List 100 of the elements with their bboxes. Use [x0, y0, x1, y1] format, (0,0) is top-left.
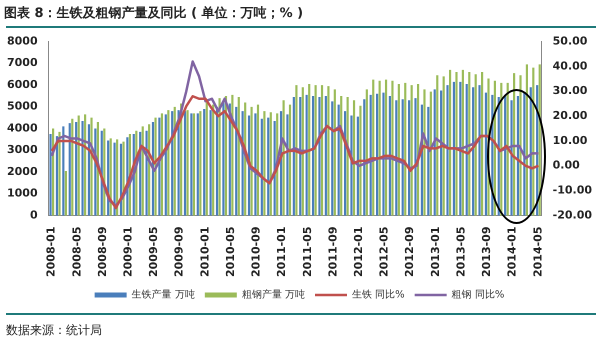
y-tick-label: 1000: [6, 186, 38, 200]
bar: [288, 104, 292, 216]
x-tick-label: 2008-05: [70, 226, 84, 278]
bar: [192, 113, 196, 216]
bar: [532, 68, 534, 216]
bar: [395, 100, 398, 216]
x-tick-label: 2014-05: [531, 226, 544, 278]
bar: [302, 87, 304, 216]
y2-tick-label: 30.00: [552, 84, 588, 98]
y-tick-label: 4000: [6, 121, 38, 134]
source-note: 数据来源：统计局: [6, 322, 102, 339]
bar: [142, 126, 144, 216]
x-tick-label: 2013-09: [480, 226, 494, 278]
bar: [338, 104, 340, 216]
legend-label: 生铁 同比%: [352, 288, 405, 301]
bar: [212, 104, 214, 216]
bar: [71, 118, 74, 216]
bar: [308, 84, 310, 216]
bar: [340, 96, 342, 216]
bar: [372, 80, 374, 216]
x-tick-label: 2013-05: [454, 226, 468, 278]
y2-tick-label: -20.00: [552, 208, 592, 222]
y-tick-label: 6000: [6, 78, 38, 91]
legend-label: 粗钢产量 万吨: [242, 288, 306, 301]
bar: [500, 82, 502, 216]
bar: [378, 80, 381, 216]
y2-tick-label: 50.00: [552, 34, 588, 48]
bar: [235, 106, 238, 216]
bar: [68, 123, 71, 216]
bar: [436, 75, 438, 216]
bar: [164, 114, 167, 216]
bar: [171, 111, 174, 216]
bar: [331, 101, 334, 216]
bar: [427, 106, 430, 216]
bar: [506, 82, 509, 216]
legend-label: 生铁产量 万吨: [132, 288, 195, 301]
bar: [481, 72, 484, 216]
bar: [455, 72, 458, 216]
x-tick-label: 2011-09: [326, 226, 340, 278]
x-tick-label: 2012-09: [403, 226, 416, 278]
y-tick-label: 2000: [6, 164, 38, 178]
bar: [238, 97, 240, 216]
x-tick-label: 2011-01: [275, 226, 288, 278]
bar: [434, 89, 436, 216]
legend-label: 粗钢 同比%: [452, 288, 504, 301]
x-tick-label: 2014-01: [506, 226, 519, 278]
bar: [459, 82, 462, 216]
bar: [267, 118, 270, 216]
bar: [199, 111, 202, 216]
bar: [484, 92, 488, 216]
x-tick-label: 2010-09: [250, 226, 263, 278]
bar: [538, 64, 541, 216]
y2-tick-label: -10.00: [552, 184, 592, 197]
bar: [174, 106, 176, 216]
y2-tick-label: 0.00: [552, 158, 580, 172]
chart-title: 图表 8：生铁及粗钢产量及同比 ( 单位：万吨；% ): [4, 4, 304, 22]
x-tick-label: 2009-09: [172, 226, 186, 278]
bar: [334, 89, 336, 216]
bar: [530, 87, 532, 216]
y-tick-label: 8000: [6, 34, 38, 48]
bar: [327, 86, 330, 216]
bar: [448, 70, 452, 216]
x-tick-label: 2012-05: [378, 226, 391, 278]
x-tick-label: 2010-01: [198, 226, 212, 278]
x-tick-label: 2013-01: [428, 226, 442, 278]
x-tick-label: 2012-01: [352, 226, 366, 278]
x-tick-label: 2011-05: [300, 226, 314, 278]
bar: [206, 102, 208, 216]
bar: [370, 94, 372, 216]
bar: [442, 76, 445, 216]
bar: [78, 116, 80, 216]
bar: [186, 110, 189, 216]
y-tick-label: 5000: [6, 100, 38, 113]
bar: [312, 96, 314, 216]
y-tick-label: 3000: [6, 143, 38, 156]
bar: [190, 113, 192, 216]
bar: [110, 138, 112, 216]
bar: [468, 72, 470, 216]
bar: [474, 74, 477, 216]
x-tick-label: 2009-01: [122, 226, 135, 278]
y-tick-label: 0: [30, 208, 38, 222]
bar: [184, 111, 186, 216]
bar: [210, 110, 212, 216]
y2-tick-label: 10.00: [552, 134, 588, 147]
bar: [203, 108, 206, 216]
bar: [270, 112, 272, 216]
x-tick-label: 2010-05: [224, 226, 237, 278]
bar: [49, 134, 52, 216]
y2-tick-label: 40.00: [552, 59, 588, 72]
bar: [446, 85, 449, 216]
x-tick-label: 2008-09: [96, 226, 109, 278]
bar: [299, 97, 302, 216]
bar: [64, 170, 67, 216]
bar: [402, 99, 404, 216]
bar: [498, 97, 500, 216]
bar: [466, 84, 468, 216]
bar: [404, 82, 406, 216]
bar: [196, 113, 199, 216]
y2-tick-label: 20.00: [552, 108, 588, 122]
y-tick-label: 7000: [6, 56, 38, 70]
